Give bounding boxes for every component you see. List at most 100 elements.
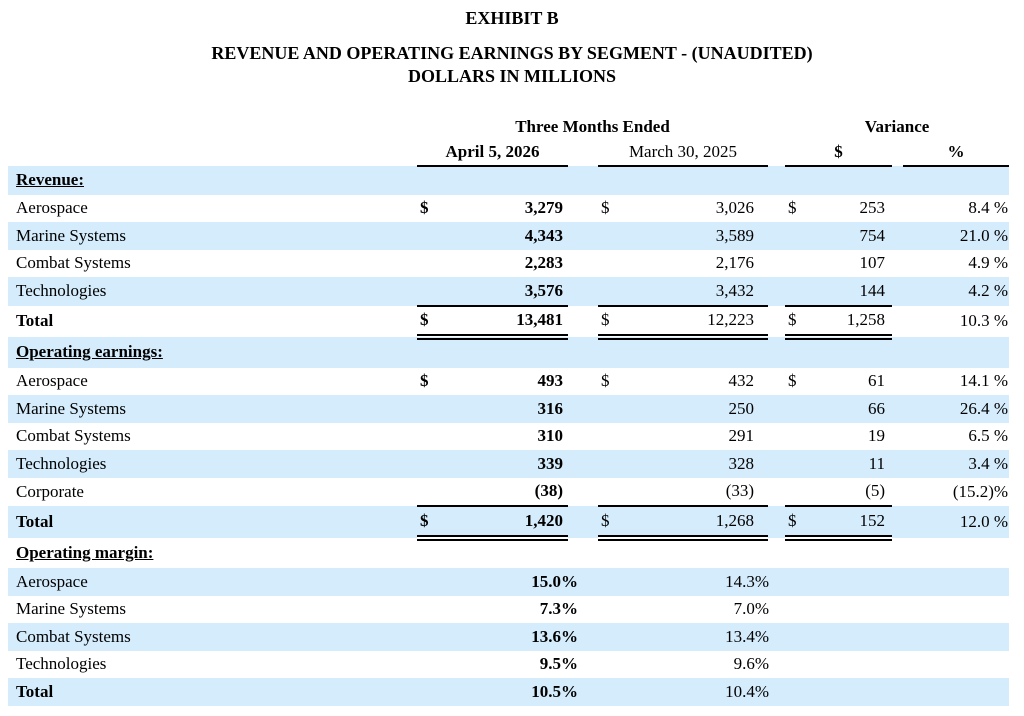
table-row-revenue-technologies: Technologies 3,576 3,432 144 4.2 % <box>8 277 1010 307</box>
spacer <box>768 506 786 538</box>
row-label: Total <box>8 506 417 538</box>
cell-value: (33) <box>725 481 755 501</box>
row-label: Total <box>16 311 54 331</box>
cell-value: 316 <box>537 398 564 418</box>
cell-value: 13,481 <box>516 310 563 330</box>
page-subtitle: DOLLARS IN MILLIONS <box>407 66 617 86</box>
value-cell: 11 <box>785 450 893 478</box>
dollar-sign: $ <box>601 198 610 218</box>
percent-cell: 12.0 % <box>903 506 1010 538</box>
exhibit-label: EXHIBIT B <box>465 8 559 28</box>
table-row-earnings-total: Total $1,420 $1,268 $152 12.0 % <box>8 506 1010 541</box>
column-header-row: April 5, 2026 March 30, 2025 $ % <box>8 139 1010 167</box>
cell-value: (38) <box>534 481 563 501</box>
cell-value: 432 <box>728 371 755 391</box>
value-cell: 3,589 <box>598 222 769 250</box>
section-label: Revenue: <box>8 166 417 195</box>
table-row-margin-total: Total 10.5% 10.4% <box>8 678 1010 706</box>
spacer <box>8 139 417 166</box>
value-cell: $1,268 <box>598 506 769 541</box>
spacer <box>568 139 598 166</box>
value-cell: $1,420 <box>417 506 568 541</box>
spacer <box>768 395 786 423</box>
spacer <box>768 115 786 139</box>
value-cell: 2,176 <box>598 250 768 278</box>
table-row-margin-aerospace: Aerospace 15.0% 14.3% <box>8 568 1010 596</box>
table-row-revenue-combat-systems: Combat Systems 2,283 2,176 107 4.9 % <box>8 250 1009 278</box>
spacer <box>892 623 904 651</box>
page-header: EXHIBIT B REVENUE AND OPERATING EARNINGS… <box>0 0 1024 87</box>
spacer <box>785 596 892 624</box>
value-cell: $1,258 <box>785 305 893 340</box>
cell-value: 253 <box>859 198 886 218</box>
cell-value: 9.6% <box>733 654 770 674</box>
dollar-sign: $ <box>788 371 797 391</box>
spacer <box>903 651 1009 679</box>
value-cell: 310 <box>417 423 568 451</box>
cell-value: (5) <box>865 481 886 501</box>
spacer <box>568 195 598 223</box>
value-cell: 66 <box>785 395 893 423</box>
row-label: Combat Systems <box>16 253 131 273</box>
cell-value: 14.1 % <box>959 371 1009 391</box>
row-label: Aerospace <box>8 568 417 596</box>
row-label: Combat Systems <box>8 623 417 651</box>
value-cell: 4,343 <box>417 222 568 250</box>
value-cell: 10.5% <box>417 678 578 706</box>
spacer <box>768 222 786 250</box>
table-row-margin-marine-systems: Marine Systems 7.3% 7.0% <box>8 596 1009 624</box>
value-cell: (33) <box>598 477 769 507</box>
table-row-earnings-combat-systems: Combat Systems 310 291 19 6.5 % <box>8 423 1009 451</box>
cell-value: (15.2)% <box>952 481 1009 501</box>
column-header-variance-percent: % <box>903 139 1010 167</box>
value-cell: $432 <box>598 368 768 396</box>
dollar-sign: $ <box>601 371 610 391</box>
value-cell: 7.3% <box>417 596 578 624</box>
spacer <box>568 568 598 596</box>
value-cell: $3,026 <box>598 195 768 223</box>
row-label: Combat Systems <box>16 426 131 446</box>
cell-value: 7.3% <box>539 599 578 619</box>
cell-value: 13.4% <box>725 626 770 646</box>
spacer <box>768 423 785 451</box>
spacer <box>568 423 598 451</box>
cell-value: 15.0% <box>531 571 578 591</box>
value-cell: 250 <box>598 395 769 423</box>
dollar-sign: $ <box>788 198 797 218</box>
value-cell: 144 <box>785 277 893 307</box>
dollar-sign: $ <box>420 198 429 218</box>
table-row-earnings-marine-systems: Marine Systems 316 250 66 26.4 % <box>8 395 1010 423</box>
cell-value: 1,268 <box>715 510 755 530</box>
spacer <box>8 115 417 139</box>
spacer <box>892 596 903 624</box>
value-cell: 328 <box>598 450 769 478</box>
section-label: Operating margin: <box>16 542 154 562</box>
cell-value: 3,432 <box>715 280 755 300</box>
row-label: Marine Systems <box>8 395 417 423</box>
value-cell: (5) <box>785 477 893 507</box>
cell-value: 3,026 <box>715 198 755 218</box>
spacer <box>768 250 785 278</box>
cell-value: 10.4% <box>725 681 770 701</box>
dollar-sign: $ <box>601 510 610 530</box>
spacer <box>568 277 598 306</box>
cell-value: 14.3% <box>725 571 770 591</box>
spacer <box>892 450 904 478</box>
percent-cell: 4.2 % <box>903 277 1010 306</box>
value-cell: 2,283 <box>417 250 568 278</box>
value-cell: 339 <box>417 450 568 478</box>
row-label: Marine Systems <box>8 222 417 250</box>
spacer <box>892 139 904 166</box>
percent-cell: (15.2)% <box>903 478 1009 507</box>
section-header-row-operating-margin: Operating margin: <box>8 538 1009 569</box>
value-cell: 7.0% <box>598 596 769 624</box>
row-label: Corporate <box>16 481 84 501</box>
value-cell: $3,279 <box>417 195 568 223</box>
spacer <box>892 277 904 306</box>
cell-value: 339 <box>537 453 564 473</box>
percent-cell: 10.3 % <box>903 306 1009 338</box>
cell-value: 11 <box>868 453 886 473</box>
spacer <box>768 568 786 596</box>
cell-value: 4,343 <box>524 225 563 245</box>
value-cell: $12,223 <box>598 305 769 340</box>
